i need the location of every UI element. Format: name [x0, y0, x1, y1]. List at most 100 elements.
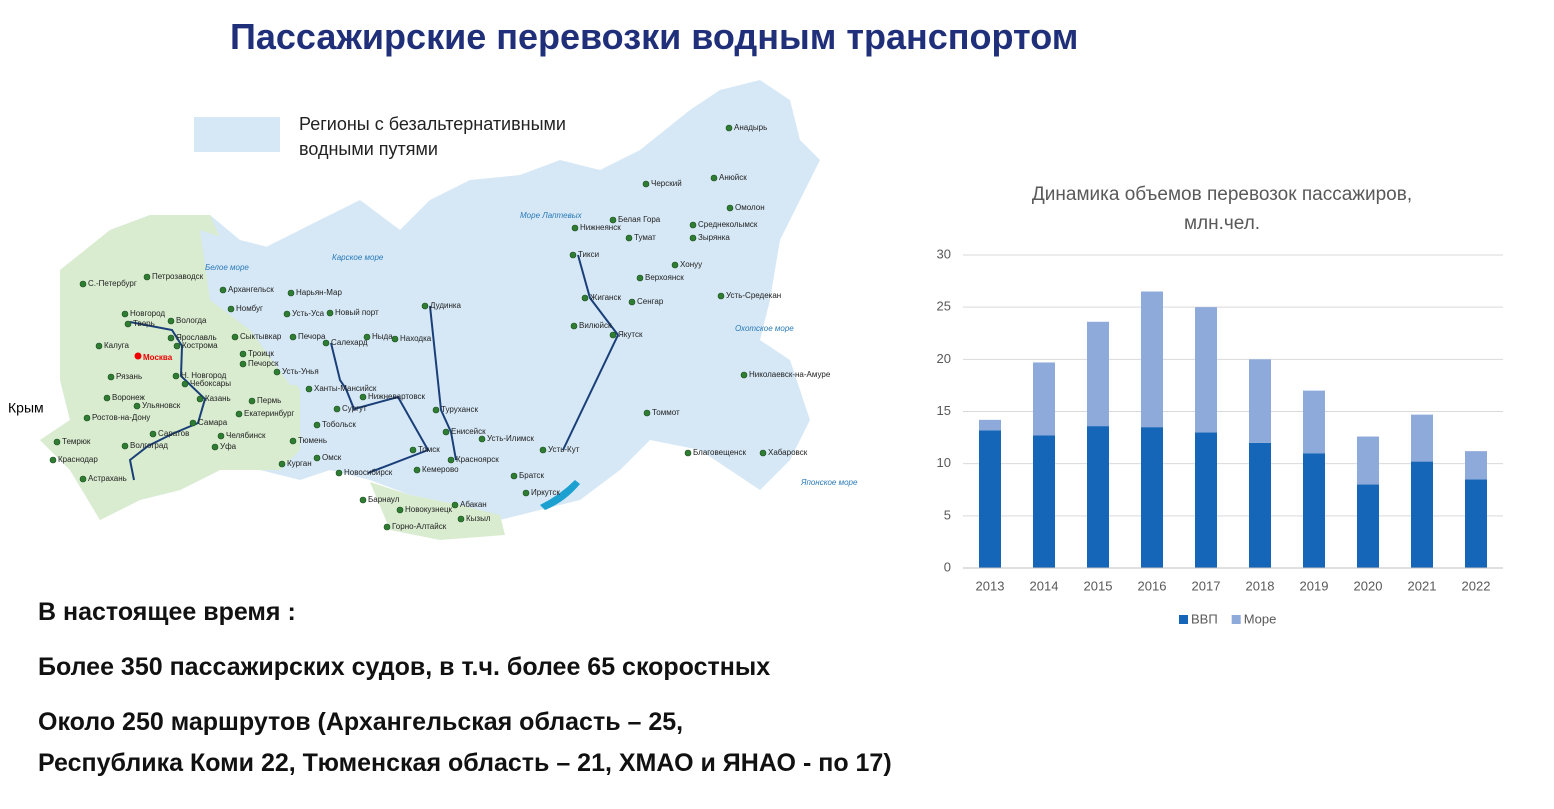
city-label: Горно-Алтайск	[392, 522, 447, 531]
city-dot	[79, 280, 87, 288]
y-tick-label: 10	[937, 455, 951, 470]
city-label: Черский	[651, 179, 682, 188]
city-label: Усть-Уса	[292, 309, 325, 318]
y-tick-label: 20	[937, 351, 951, 366]
x-tick-label: 2021	[1408, 578, 1437, 593]
bar-segment	[1087, 426, 1109, 568]
city-dot	[124, 320, 132, 328]
city-dot	[143, 273, 151, 281]
city-label: Якутск	[618, 330, 643, 339]
city-dot	[409, 446, 417, 454]
city-label: Вологда	[176, 316, 207, 325]
city-dot	[322, 339, 330, 347]
city-dot	[478, 435, 486, 443]
bar-segment	[979, 430, 1001, 568]
city-label: Тумат	[634, 233, 656, 242]
city-label: Николаевск-на-Амуре	[749, 370, 831, 379]
city-label: Тверь	[133, 319, 155, 328]
city-label: Усть-Средекан	[726, 291, 781, 300]
city-label: Томмот	[652, 408, 680, 417]
y-tick-label: 15	[937, 403, 951, 418]
city-dot	[689, 234, 697, 242]
city-dot	[363, 333, 371, 341]
city-label: Троицк	[248, 349, 274, 358]
bar-segment	[1195, 432, 1217, 568]
bar-segment	[1303, 453, 1325, 568]
city-label: Екатеринбург	[244, 409, 294, 418]
city-dot	[287, 289, 295, 297]
city-dot	[359, 496, 367, 504]
city-dot	[609, 216, 617, 224]
city-dot	[211, 443, 219, 451]
city-label: Среднеколымск	[698, 220, 758, 229]
sea-label: Карское море	[332, 253, 384, 262]
city-label: Тикси	[578, 250, 599, 259]
city-label: Омск	[322, 453, 342, 462]
city-dot	[289, 333, 297, 341]
city-label: Усть-Илимск	[487, 434, 534, 443]
city-dot	[53, 438, 61, 446]
city-dot	[726, 204, 734, 212]
city-dot	[581, 294, 589, 302]
city-dot	[569, 251, 577, 259]
city-dot	[432, 406, 440, 414]
bottom-line: Более 350 пассажирских судов, в т.ч. бол…	[38, 653, 771, 681]
city-label: Темрюк	[62, 437, 91, 446]
city-dot	[413, 466, 421, 474]
city-label: Барнаул	[368, 495, 400, 504]
city-label: Челябинск	[226, 431, 266, 440]
city-dot	[671, 261, 679, 269]
sea-label: Охотское море	[735, 324, 794, 333]
city-dot	[217, 432, 225, 440]
bar-segment	[1303, 390, 1325, 454]
city-dot	[636, 274, 644, 282]
city-label: Туруханск	[441, 405, 478, 414]
bar-segment	[1465, 479, 1487, 568]
ob	[330, 342, 430, 474]
bar-segment	[1249, 359, 1271, 443]
bottom-line: Республика Коми 22, Тюменская область – …	[38, 749, 892, 777]
city-label: Находка	[400, 334, 432, 343]
rivers	[128, 254, 620, 481]
city-dot	[278, 460, 286, 468]
city-dot	[383, 523, 391, 531]
y-tick-label: 25	[937, 299, 951, 314]
city-label: Новосибирск	[344, 468, 393, 477]
city-label: Архангельск	[228, 285, 274, 294]
city-label: Номбуг	[236, 304, 263, 313]
city-label: Омолон	[735, 203, 765, 212]
city-label: Волгоград	[130, 441, 168, 450]
baikal	[540, 480, 580, 510]
city-label: Абакан	[460, 500, 487, 509]
city-label: Кызыл	[466, 514, 491, 523]
city-label: Вилюйск	[579, 321, 612, 330]
city-dot	[196, 395, 204, 403]
x-tick-label: 2018	[1246, 578, 1275, 593]
city-dot	[447, 456, 455, 464]
city-dot	[740, 371, 748, 379]
city-dot	[717, 292, 725, 300]
chart-title: Динамика объемов перевозок пассажиров, м…	[1031, 184, 1413, 234]
city-dot	[181, 380, 189, 388]
city-label: Астрахань	[88, 474, 127, 483]
x-tick-label: 2016	[1138, 578, 1167, 593]
bar-segment	[1465, 451, 1487, 480]
city-dot	[457, 515, 465, 523]
city-dot	[625, 234, 633, 242]
city-dot	[359, 393, 367, 401]
city-dot	[227, 305, 235, 313]
city-label: Краснодар	[58, 455, 98, 464]
city-dot	[248, 397, 256, 405]
north-regions	[200, 215, 330, 385]
map-legend-swatch	[194, 117, 280, 152]
city-label: Кемерово	[422, 465, 459, 474]
city-label: Ныда	[372, 332, 393, 341]
bar-segment	[1087, 321, 1109, 427]
bar-segment	[1357, 436, 1379, 485]
city-label: Салехард	[331, 338, 368, 347]
city-label: Благовещенск	[693, 448, 746, 457]
city-dot	[273, 368, 281, 376]
city-label: Самара	[198, 418, 228, 427]
city-label: Печора	[298, 332, 326, 341]
